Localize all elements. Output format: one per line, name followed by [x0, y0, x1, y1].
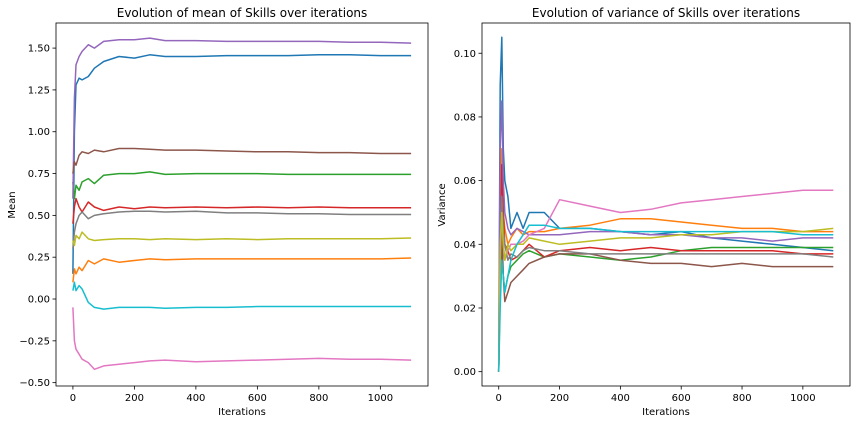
y-tick-label: 0.50 — [28, 211, 50, 222]
series-line-3 — [72, 197, 412, 224]
y-tick-label: 0.00 — [28, 295, 50, 306]
series-line-1 — [497, 148, 834, 372]
variance-chart-ticks: 0 200 400 600 800 1000 0.00 0.02 0.04 0.06 0.08 0.1… — [454, 49, 816, 404]
y-tick-label: −0.25 — [19, 336, 50, 347]
x-tick-label: 800 — [732, 393, 751, 404]
y-tick-label: 0.08 — [454, 112, 476, 123]
x-tick-label: 600 — [672, 393, 691, 404]
mean-chart-xlabel: Iterations — [218, 407, 266, 418]
x-tick-label: 800 — [309, 393, 328, 404]
x-tick-label: 1000 — [790, 393, 815, 404]
series-line-9 — [497, 224, 834, 372]
mean-chart-title: Evolution of mean of Skills over iterati… — [117, 6, 368, 20]
mean-chart-ticks: 0 200 400 600 800 1000 −0.50 −0.25 0.00 0.25 0.50 0… — [19, 44, 393, 404]
mean-chart: Evolution of mean of Skills over iterati… — [7, 6, 429, 418]
x-tick-label: 400 — [611, 393, 630, 404]
variance-chart-ylabel: Variance — [437, 183, 448, 226]
y-tick-label: 1.00 — [28, 127, 50, 138]
x-tick-label: 200 — [550, 393, 569, 404]
mean-chart-frame — [55, 22, 429, 387]
x-tick-label: 0 — [70, 393, 76, 404]
series-line-9 — [72, 281, 412, 310]
x-tick-label: 200 — [125, 393, 144, 404]
series-line-5 — [497, 227, 834, 372]
variance-chart: Evolution of variance of Skills over ite… — [437, 6, 851, 418]
series-line-7 — [497, 195, 834, 372]
variance-chart-xlabel: Iterations — [642, 407, 690, 418]
y-tick-label: 1.25 — [28, 85, 50, 96]
y-tick-label: 0.10 — [454, 49, 476, 60]
series-line-3 — [497, 163, 834, 372]
series-line-5 — [72, 147, 412, 174]
series-line-8 — [497, 211, 834, 372]
y-tick-label: 0.00 — [454, 367, 476, 378]
series-line-6 — [72, 307, 412, 371]
y-tick-label: −0.50 — [19, 378, 50, 389]
y-tick-label: 0.25 — [28, 253, 50, 264]
mean-chart-lines — [72, 37, 412, 371]
x-tick-label: 1000 — [368, 393, 393, 404]
series-line-1 — [72, 257, 412, 283]
x-tick-label: 0 — [496, 393, 502, 404]
series-line-0 — [497, 36, 834, 372]
series-line-8 — [72, 231, 412, 247]
y-tick-label: 0.75 — [28, 169, 50, 180]
series-line-2 — [72, 171, 412, 200]
y-tick-label: 0.02 — [454, 303, 476, 314]
y-tick-label: 0.06 — [454, 176, 476, 187]
mean-chart-ylabel: Mean — [7, 191, 18, 218]
variance-chart-lines — [497, 36, 834, 372]
y-tick-label: 1.50 — [28, 44, 50, 55]
series-line-4 — [72, 37, 412, 199]
x-tick-label: 400 — [186, 393, 205, 404]
series-line-7 — [72, 210, 412, 249]
series-line-0 — [72, 54, 412, 274]
series-line-4 — [497, 100, 834, 372]
variance-chart-frame — [481, 22, 851, 387]
y-tick-label: 0.04 — [454, 240, 476, 251]
x-tick-label: 600 — [248, 393, 267, 404]
variance-chart-title: Evolution of variance of Skills over ite… — [532, 6, 800, 20]
